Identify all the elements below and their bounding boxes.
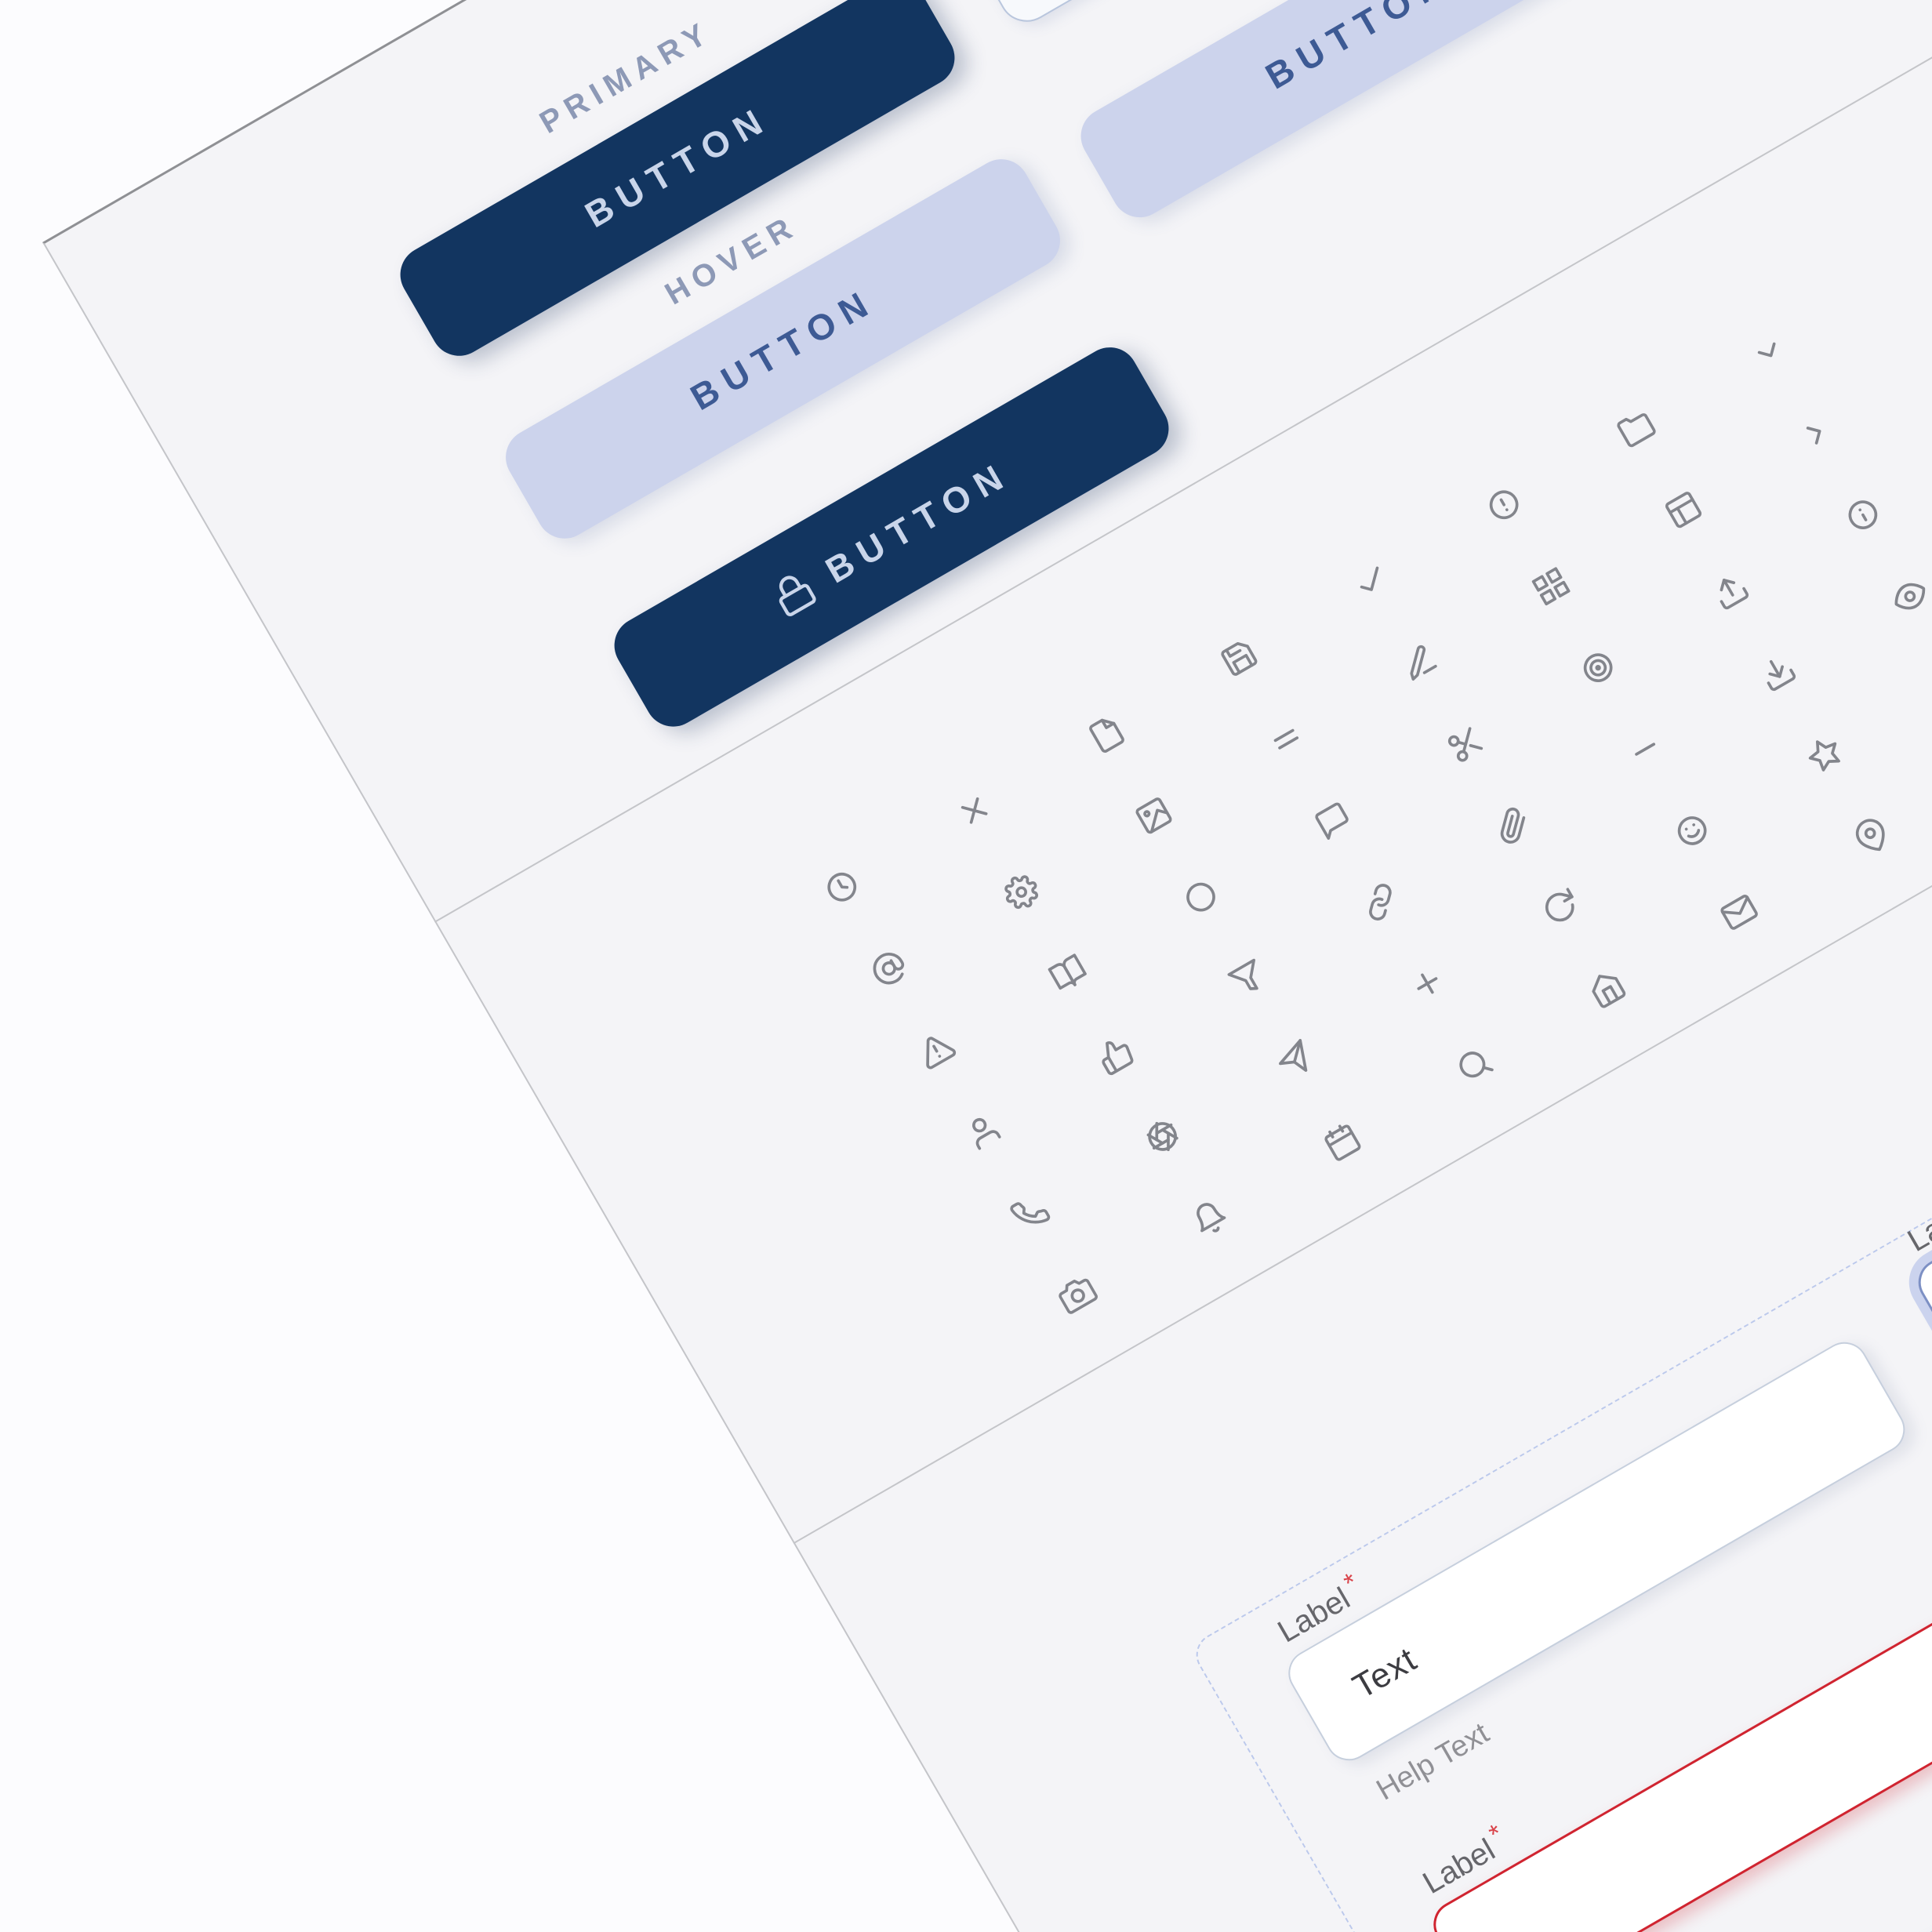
eye-icon [1887, 572, 1932, 619]
star-icon [1808, 740, 1840, 772]
at-sign-icon [866, 945, 913, 992]
scissors-icon [1447, 727, 1484, 762]
circle-icon [1186, 882, 1215, 912]
edit-icon [1410, 645, 1437, 681]
message-square-icon [1315, 802, 1349, 841]
calendar-icon [1324, 1124, 1361, 1161]
book-open-icon [1045, 950, 1092, 997]
bell-icon [1186, 1194, 1233, 1241]
phone-icon [1007, 1189, 1054, 1237]
x-icon [961, 797, 988, 824]
book-open-icon [1048, 953, 1087, 990]
filter-icon [1224, 955, 1271, 1002]
rotated-sheet-scene: PRIMARYBUTTONHOVERBUTTONBUTTONBUTTONBUTT… [42, 0, 1932, 1932]
plus-icon [1404, 960, 1451, 1007]
file-icon [1089, 718, 1124, 753]
phone-icon [1010, 1202, 1051, 1224]
info-icon [1848, 500, 1878, 529]
input-value: Text [1346, 1640, 1424, 1707]
aperture-icon [1146, 1121, 1178, 1152]
upload-icon [1707, 568, 1754, 615]
bell-icon [1197, 1203, 1226, 1233]
search-icon [1459, 1051, 1494, 1078]
clock-icon [827, 872, 857, 902]
folder-icon [1617, 413, 1656, 448]
calendar-icon [1318, 1118, 1365, 1165]
upload-icon [1720, 579, 1749, 610]
download-icon [1754, 649, 1801, 696]
message-square-icon [1309, 797, 1356, 844]
chevron-down-icon [1745, 329, 1792, 376]
image-icon [1130, 792, 1177, 839]
lock-icon [765, 566, 821, 622]
search-icon [1451, 1041, 1498, 1088]
eye-icon [1894, 583, 1926, 610]
layout-icon [1660, 486, 1707, 533]
lock-icon [779, 576, 816, 617]
scissors-icon [1442, 721, 1489, 768]
link-icon [1369, 884, 1392, 921]
paperclip-icon [1500, 807, 1526, 844]
clock-icon [819, 863, 866, 910]
grid-icon [1527, 563, 1574, 610]
target-icon [1574, 645, 1622, 692]
home-icon [1592, 975, 1626, 1008]
map-pin-icon [1848, 812, 1895, 859]
star-icon [1801, 731, 1848, 778]
camera-icon [1059, 1278, 1098, 1314]
save-icon [1215, 634, 1262, 681]
layout-icon [1665, 492, 1702, 528]
settings-icon [998, 869, 1045, 916]
image-icon [1135, 797, 1172, 834]
target-icon [1583, 653, 1613, 682]
send-icon [1279, 1039, 1308, 1072]
refresh-icon [1536, 884, 1583, 931]
chevron-down-icon [1757, 342, 1776, 358]
map-pin-icon [1855, 819, 1885, 852]
at-sign-icon [873, 953, 905, 985]
folder-icon [1613, 405, 1660, 452]
alert-circle-icon [1480, 481, 1527, 528]
chevron-right-icon [1806, 427, 1821, 445]
download-icon [1767, 659, 1796, 692]
file-icon [1083, 710, 1130, 757]
x-icon [951, 787, 998, 834]
alert-triangle-icon [926, 1037, 957, 1070]
menu-icon [1273, 728, 1299, 750]
user-icon [960, 1108, 1007, 1155]
minus-icon [1635, 743, 1656, 756]
alert-triangle-icon [913, 1026, 960, 1073]
circle-icon [1177, 873, 1224, 921]
send-icon [1271, 1037, 1318, 1084]
check-icon [1348, 557, 1395, 605]
save-icon [1221, 641, 1258, 676]
user-icon [972, 1117, 1001, 1150]
check-icon [1360, 566, 1379, 591]
info-icon [1839, 492, 1887, 539]
mail-icon [1720, 895, 1758, 930]
settings-icon [1004, 875, 1038, 910]
minus-icon [1622, 725, 1669, 772]
alert-circle-icon [1489, 490, 1519, 520]
paperclip-icon [1489, 802, 1536, 849]
grid-icon [1531, 567, 1571, 606]
filter-icon [1227, 958, 1258, 990]
col1-button-3-primary[interactable]: BUTTON [604, 336, 1179, 737]
smile-icon [1669, 807, 1716, 854]
thumbs-up-icon [1102, 1041, 1134, 1076]
camera-icon [1054, 1271, 1101, 1318]
home-icon [1583, 965, 1630, 1012]
link-icon [1356, 878, 1404, 925]
menu-icon [1262, 716, 1309, 763]
refresh-icon [1545, 888, 1574, 922]
mail-icon [1716, 888, 1763, 935]
aperture-icon [1139, 1113, 1186, 1160]
edit-icon [1395, 639, 1442, 686]
thumbs-up-icon [1092, 1031, 1139, 1078]
plus-icon [1417, 973, 1438, 994]
smile-icon [1677, 816, 1707, 845]
chevron-right-icon [1792, 410, 1839, 457]
